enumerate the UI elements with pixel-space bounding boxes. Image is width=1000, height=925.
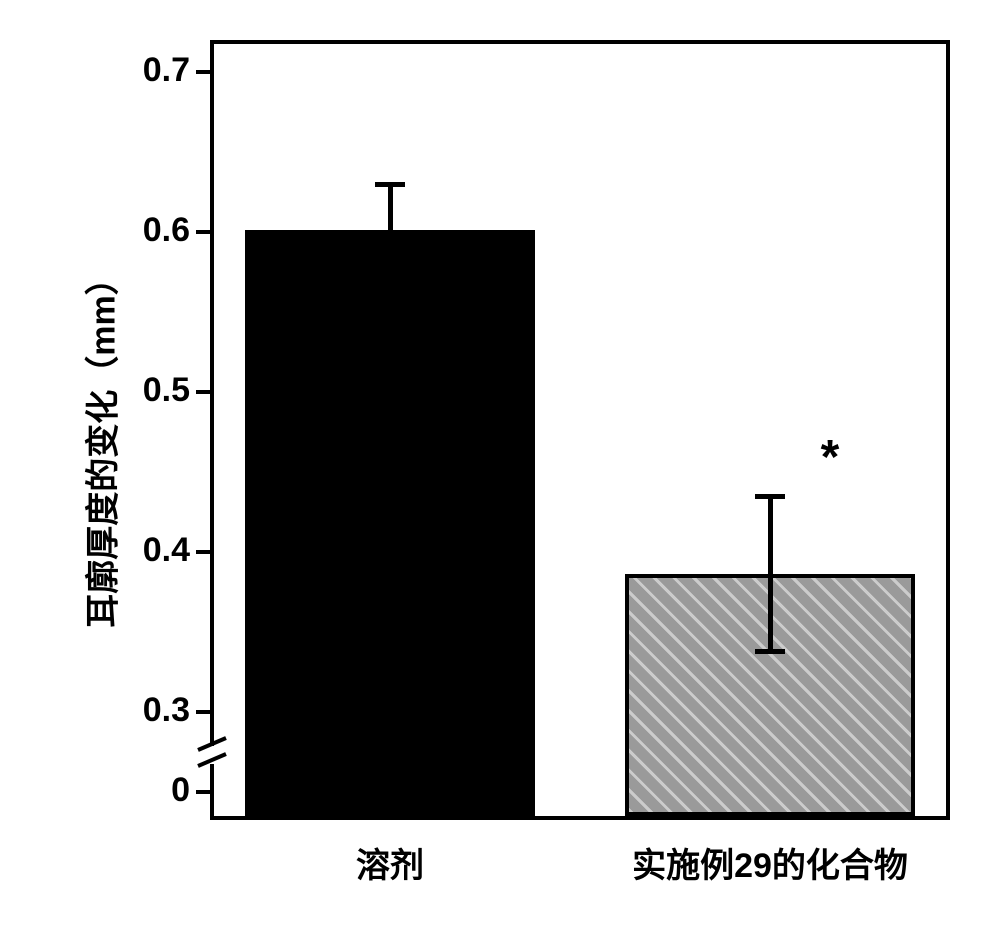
x-category-label: 溶剂 (190, 838, 590, 887)
bar (245, 230, 535, 816)
error-bar-cap-lower (755, 649, 785, 654)
plot-border-left-upper (210, 40, 214, 746)
error-bar-lower (768, 574, 773, 654)
error-bar-cap-upper (375, 182, 405, 187)
y-tick-mark (196, 550, 210, 554)
plot-border-bottom (210, 816, 950, 820)
plot-border-right (946, 40, 950, 820)
axis-break (196, 736, 232, 772)
y-tick-label: 0.4 (100, 531, 190, 570)
error-bar-cap-upper (755, 494, 785, 499)
plot-border-left-lower (210, 764, 214, 820)
y-tick-label: 0.6 (100, 211, 190, 250)
y-tick-mark (196, 390, 210, 394)
y-tick-mark (196, 230, 210, 234)
error-bar-upper (388, 182, 393, 230)
significance-marker: * (800, 430, 860, 485)
y-tick-label: 0.5 (100, 371, 190, 410)
y-tick-label: 0.3 (100, 691, 190, 730)
y-axis-label: 耳廓厚度的变化（mm） (76, 245, 125, 645)
plot-border-top (210, 40, 950, 44)
y-tick-label: 0 (100, 771, 190, 810)
y-tick-mark (196, 710, 210, 714)
x-category-label: 实施例29的化合物 (570, 838, 970, 887)
error-bar-upper (768, 494, 773, 574)
y-tick-mark (196, 790, 210, 794)
bar-chart: 耳廓厚度的变化（mm） 0 0.3 0.4 0.5 0.6 0.7 溶剂实施例29的化合物… (20, 20, 980, 905)
y-tick-mark (196, 70, 210, 74)
y-tick-label: 0.7 (100, 51, 190, 90)
